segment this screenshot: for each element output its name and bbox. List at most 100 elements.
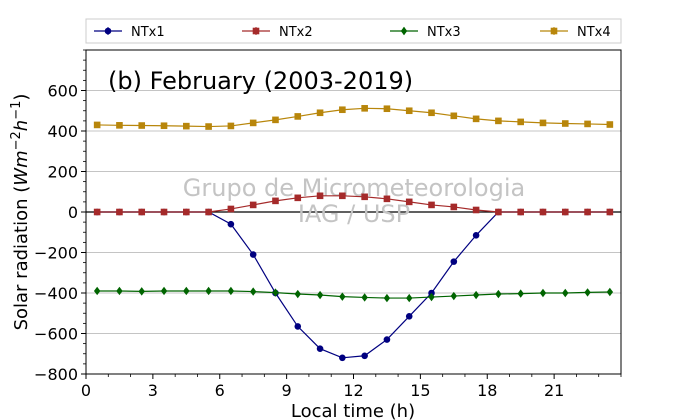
series-ntx4 [93, 105, 614, 130]
legend-marker [104, 27, 112, 35]
x-tick-label: 15 [410, 381, 430, 400]
data-point [561, 208, 569, 216]
data-point [249, 287, 257, 296]
x-tick-label: 3 [148, 381, 158, 400]
data-point [428, 201, 435, 209]
data-point [450, 203, 458, 211]
series-layer [93, 105, 614, 362]
data-point [584, 288, 591, 297]
legend-label: NTx1 [131, 25, 165, 40]
panel-title: (b) February (2003-2019) [108, 67, 413, 95]
data-point [93, 208, 101, 216]
x-tick-label: 12 [343, 381, 363, 400]
data-point [361, 193, 368, 201]
data-point [249, 201, 257, 209]
data-point [249, 119, 257, 127]
data-point [606, 208, 614, 216]
data-point [561, 120, 569, 127]
x-tick-label: 21 [544, 381, 564, 400]
data-point [183, 122, 190, 130]
data-point [584, 208, 591, 216]
data-point [227, 122, 235, 130]
data-point [584, 120, 591, 128]
series-line-ntx4 [97, 107, 610, 128]
legend-label: NTx4 [577, 25, 611, 40]
data-point [405, 312, 413, 320]
legend-item-ntx1: NTx1 [94, 25, 165, 40]
data-point [383, 105, 391, 113]
y-axis-label: Solar radiation (Wm−2h−1) [9, 94, 32, 331]
data-point [294, 323, 302, 330]
data-point [316, 192, 324, 200]
watermark-line-2: IAG / USP [298, 200, 410, 228]
x-axis-label: Local time (h) [291, 401, 415, 420]
data-point [339, 354, 346, 362]
x-tick-label: 6 [215, 381, 225, 400]
data-point [294, 289, 301, 299]
data-point [138, 208, 146, 216]
data-point [450, 112, 458, 120]
y-tick-label: −200 [34, 244, 78, 263]
data-point [183, 208, 190, 216]
data-point [316, 290, 324, 300]
data-point [405, 198, 413, 206]
data-point [138, 287, 145, 296]
legend-item-ntx4: NTx4 [540, 25, 611, 40]
x-tick-label: 0 [81, 381, 91, 400]
y-tick-label: 0 [68, 203, 78, 222]
legend-marker [550, 27, 558, 35]
x-tick-label: 18 [477, 381, 497, 400]
data-point [183, 286, 190, 296]
data-point [316, 345, 324, 352]
data-point [539, 208, 547, 216]
data-point [294, 113, 302, 120]
series-ntx2 [93, 192, 614, 216]
data-point [383, 195, 391, 203]
data-point [606, 121, 614, 128]
ticks: 0 3 6 9 12 15 18 21 −800 −600 −400 −200 0 200 400 600 [34, 49, 622, 400]
data-point [517, 208, 524, 216]
data-point [517, 289, 524, 298]
data-point [450, 258, 458, 265]
data-point [472, 231, 480, 239]
data-point [539, 288, 547, 298]
data-point [160, 208, 168, 216]
data-point [539, 119, 547, 127]
data-point [116, 208, 123, 216]
data-point [272, 116, 279, 124]
data-point [472, 206, 480, 214]
data-point [428, 292, 435, 302]
data-point [361, 352, 368, 360]
data-point [361, 105, 368, 112]
series-ntx3 [93, 286, 614, 303]
data-point [495, 117, 502, 125]
data-point [406, 293, 413, 303]
watermark-line-1: Grupo de Micrometeorologia [183, 174, 525, 202]
series-line-ntx3 [97, 290, 610, 299]
y-tick-label: −600 [34, 325, 78, 344]
y-tick-label: 400 [47, 122, 78, 141]
data-point [116, 286, 123, 296]
data-point [205, 123, 212, 130]
y-tick-label: −800 [34, 365, 78, 384]
data-point [472, 290, 480, 300]
y-tick-label: 600 [47, 82, 78, 101]
data-point [160, 122, 168, 130]
legend-label: NTx2 [279, 25, 313, 40]
data-point [517, 118, 524, 126]
legend: NTx1 NTx2 NTx3 NTx4 [85, 18, 622, 44]
data-point [93, 121, 101, 129]
x-tick-label: 9 [282, 381, 292, 400]
legend-marker [252, 27, 260, 35]
legend-item-ntx2: NTx2 [242, 25, 313, 40]
data-point [450, 291, 458, 301]
data-point [361, 293, 368, 302]
data-point [405, 107, 413, 115]
data-point [339, 106, 346, 114]
data-point [93, 286, 101, 296]
legend-frame [85, 18, 622, 44]
data-point [383, 336, 391, 343]
data-point [227, 286, 235, 296]
data-point [472, 115, 480, 123]
